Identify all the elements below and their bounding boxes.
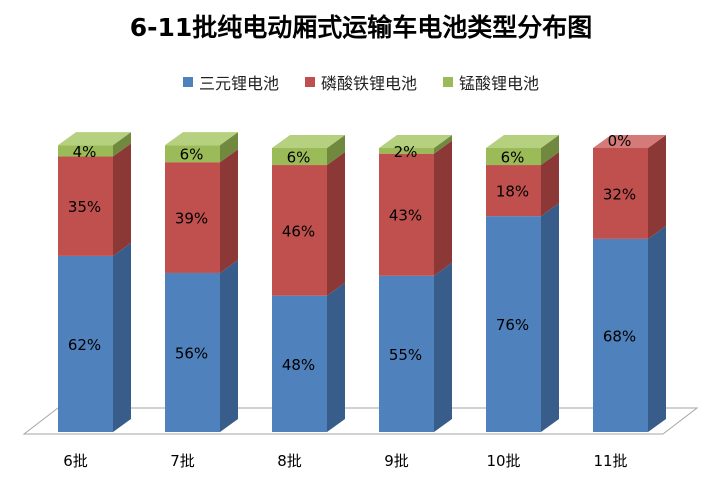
bar-side-4-0 [541,203,559,432]
data-label-0-1: 35% [68,198,101,216]
legend-label-ternary-lithium: 三元锂电池 [198,74,279,93]
bar-side-4-1 [541,152,559,217]
bar-side-0-0 [113,242,131,432]
x-tick-label-4: 10批 [486,452,520,470]
data-label-3-0: 55% [389,346,422,364]
chart-title: 6-11批纯电动厢式运输车电池类型分布图 [129,13,593,42]
bar-front-2-1 [272,165,327,296]
bar-side-2-0 [327,282,345,432]
bar-top-0 [58,132,131,146]
data-label-1-0: 56% [175,344,208,362]
bar-side-0-2 [113,132,131,157]
legend-item-lithium-iron-phosphate: 磷酸铁锂电池 [304,70,417,94]
bar-top-1 [165,132,238,146]
legend-label-lithium-manganate: 锰酸锂电池 [459,74,540,93]
data-label-3-2: 2% [394,143,418,161]
bar-side-1-0 [220,259,238,432]
bar-front-3-0 [379,275,434,432]
legend-swatch-lithium-iron-phosphate [304,77,315,87]
bar-side-1-1 [220,149,238,273]
bar-side-4-2 [541,135,559,166]
data-label-5-0: 68% [603,327,636,345]
x-tick-label-1: 7批 [170,452,195,470]
bar-top-2 [272,135,345,148]
data-label-1-2: 6% [180,146,204,164]
bar-front-5-1 [593,148,648,239]
data-label-5-1: 32% [603,185,636,203]
bar-side-3-2 [434,135,452,154]
bar-front-5-0 [593,238,648,432]
bar-front-0-1 [58,156,113,256]
bar-front-2-0 [272,295,327,432]
bar-top-3 [379,135,452,148]
legend-item-ternary-lithium: 三元锂电池 [182,70,279,94]
legend-label-lithium-iron-phosphate: 磷酸铁锂电池 [320,74,417,93]
data-label-1-1: 39% [175,210,208,228]
bar-top-5 [593,135,666,148]
data-label-4-2: 6% [501,149,525,167]
x-tick-label-5: 11批 [593,452,627,470]
bar-front-3-1 [379,153,434,276]
data-label-4-1: 18% [496,183,529,201]
data-label-4-0: 76% [496,316,529,334]
data-label-2-2: 6% [287,149,311,167]
data-label-2-1: 46% [282,222,315,240]
bar-front-1-2 [165,145,220,163]
bar-top-4 [486,135,559,148]
legend-swatch-lithium-manganate [443,77,453,87]
bar-side-3-0 [434,262,452,432]
legend-item-lithium-manganate: 锰酸锂电池 [443,70,539,94]
bar-side-5-1 [648,135,666,239]
bar-front-0-0 [58,255,113,432]
x-tick-label-3: 9批 [384,452,409,470]
bar-side-5-0 [648,225,666,432]
data-label-2-0: 48% [282,356,315,374]
bar-front-2-2 [272,148,327,166]
bar-side-0-1 [113,143,131,256]
bar-side-3-1 [434,140,452,276]
bar-front-3-2 [379,148,434,154]
bar-front-1-1 [165,162,220,273]
bar-front-4-2 [486,148,541,166]
legend-swatch-ternary-lithium [182,77,193,87]
bar-side-1-2 [220,132,238,163]
data-label-0-2: 4% [73,143,97,161]
data-label-3-1: 43% [389,207,422,225]
data-label-5-2: 0% [608,132,632,150]
bar-front-0-2 [58,145,113,157]
bar-side-2-2 [327,135,345,166]
x-tick-label-2: 8批 [277,452,302,470]
bar-front-4-0 [486,216,541,432]
bar-front-4-1 [486,165,541,217]
bar-side-2-1 [327,152,345,296]
x-tick-label-0: 6批 [63,452,88,470]
bar-front-1-0 [165,272,220,432]
data-label-0-0: 62% [68,336,101,354]
legend: 三元锂电池 磷酸铁锂电池 锰酸锂电池 [0,70,722,94]
